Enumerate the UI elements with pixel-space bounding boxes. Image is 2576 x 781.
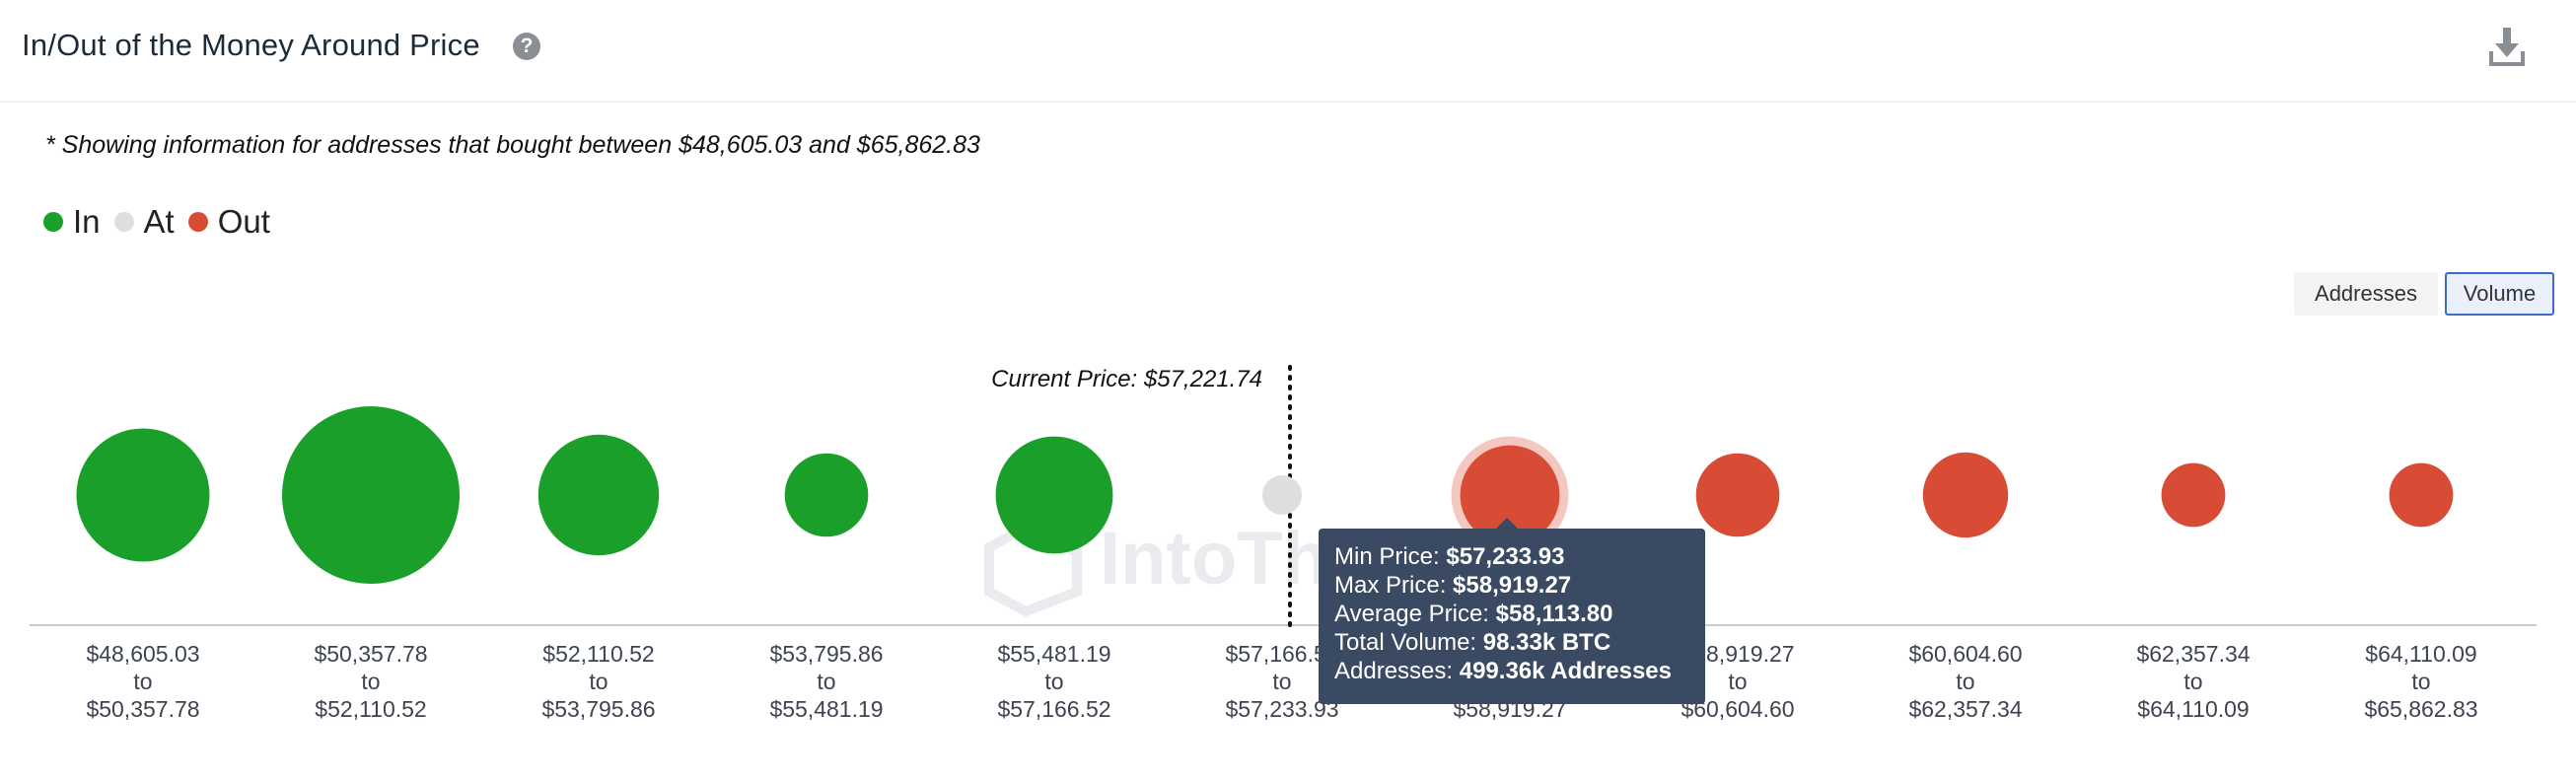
bubble-in <box>784 453 869 537</box>
x-tick-label: $64,110.09 <box>2365 641 2476 667</box>
addresses-toggle-button[interactable]: Addresses <box>2294 272 2438 316</box>
tooltip-arrow <box>1496 518 1518 529</box>
bubble-at <box>1262 475 1302 515</box>
x-tick-label: $64,110.09 <box>2137 696 2249 722</box>
x-tick-label: to <box>1044 669 1063 694</box>
bubble-out <box>1695 453 1780 537</box>
x-tick-label: to <box>2183 669 2202 694</box>
tooltip-total-volume: Total Volume: 98.33k BTC <box>1334 629 1611 656</box>
bubble-out <box>2161 462 2226 528</box>
x-tick-label: $62,357.34 <box>2136 641 2250 667</box>
tooltip-average-price: Average Price: $58,113.80 <box>1334 601 1613 627</box>
x-tick-label: to <box>1956 669 1974 694</box>
tooltip-addresses: Addresses: 499.36k Addresses <box>1334 658 1672 684</box>
download-icon[interactable] <box>2488 26 2526 67</box>
bubble-in <box>76 428 210 562</box>
x-tick-label: $55,481.19 <box>997 641 1110 667</box>
legend: In At Out <box>43 202 284 242</box>
page-title: In/Out of the Money Around Price <box>22 28 480 62</box>
x-tick-label: $60,604.60 <box>1908 641 2022 667</box>
bubble-in <box>537 434 660 556</box>
bubble-out <box>2389 462 2454 528</box>
x-tick-label: to <box>1272 669 1291 694</box>
legend-item-at[interactable]: At <box>113 203 175 241</box>
current-price-label: Current Price: $57,221.74 <box>991 366 1262 392</box>
x-tick-label: $52,110.52 <box>315 696 426 722</box>
bubble-in <box>282 406 460 584</box>
bubble-out <box>1460 445 1560 545</box>
x-tick-label: to <box>133 669 152 694</box>
legend-label-out: Out <box>217 203 270 240</box>
x-tick-label: $65,862.83 <box>2364 696 2477 722</box>
legend-item-out[interactable]: Out <box>187 203 270 241</box>
x-tick-label: $50,357.78 <box>314 641 427 667</box>
x-tick-label: to <box>817 669 835 694</box>
range-tooltip: Min Price: $57,233.93 Max Price: $58,919… <box>1319 518 1705 704</box>
range-note: * Showing information for addresses that… <box>45 131 980 159</box>
x-tick-label: $50,357.78 <box>86 696 199 722</box>
tooltip-min-price: Min Price: $57,233.93 <box>1334 543 1565 570</box>
legend-label-in: In <box>73 203 101 240</box>
x-tick-label: to <box>2411 669 2430 694</box>
bubble-in <box>995 436 1113 554</box>
tooltip-max-price: Max Price: $58,919.27 <box>1334 572 1572 599</box>
x-tick-label: $57,166.52 <box>997 696 1110 722</box>
chart-header: In/Out of the Money Around Price ? <box>0 0 2576 103</box>
x-tick-label: $52,110.52 <box>542 641 654 667</box>
legend-dot-at <box>113 212 134 232</box>
x-tick-label: to <box>1728 669 1747 694</box>
x-tick-label: $62,357.34 <box>1908 696 2022 722</box>
x-tick-label: $55,481.19 <box>769 696 883 722</box>
x-tick-label: $48,605.03 <box>86 641 199 667</box>
volume-toggle-button[interactable]: Volume <box>2445 272 2554 316</box>
bubble-out <box>1922 452 2009 538</box>
x-tick-label: to <box>361 669 380 694</box>
x-tick-label: to <box>589 669 608 694</box>
legend-label-at: At <box>143 203 175 240</box>
question-icon[interactable]: ? <box>513 33 540 60</box>
legend-dot-in <box>43 212 63 232</box>
x-tick-label: $53,795.86 <box>541 696 655 722</box>
legend-item-in[interactable]: In <box>43 203 101 241</box>
legend-dot-out <box>187 212 208 232</box>
x-tick-label: $53,795.86 <box>769 641 883 667</box>
